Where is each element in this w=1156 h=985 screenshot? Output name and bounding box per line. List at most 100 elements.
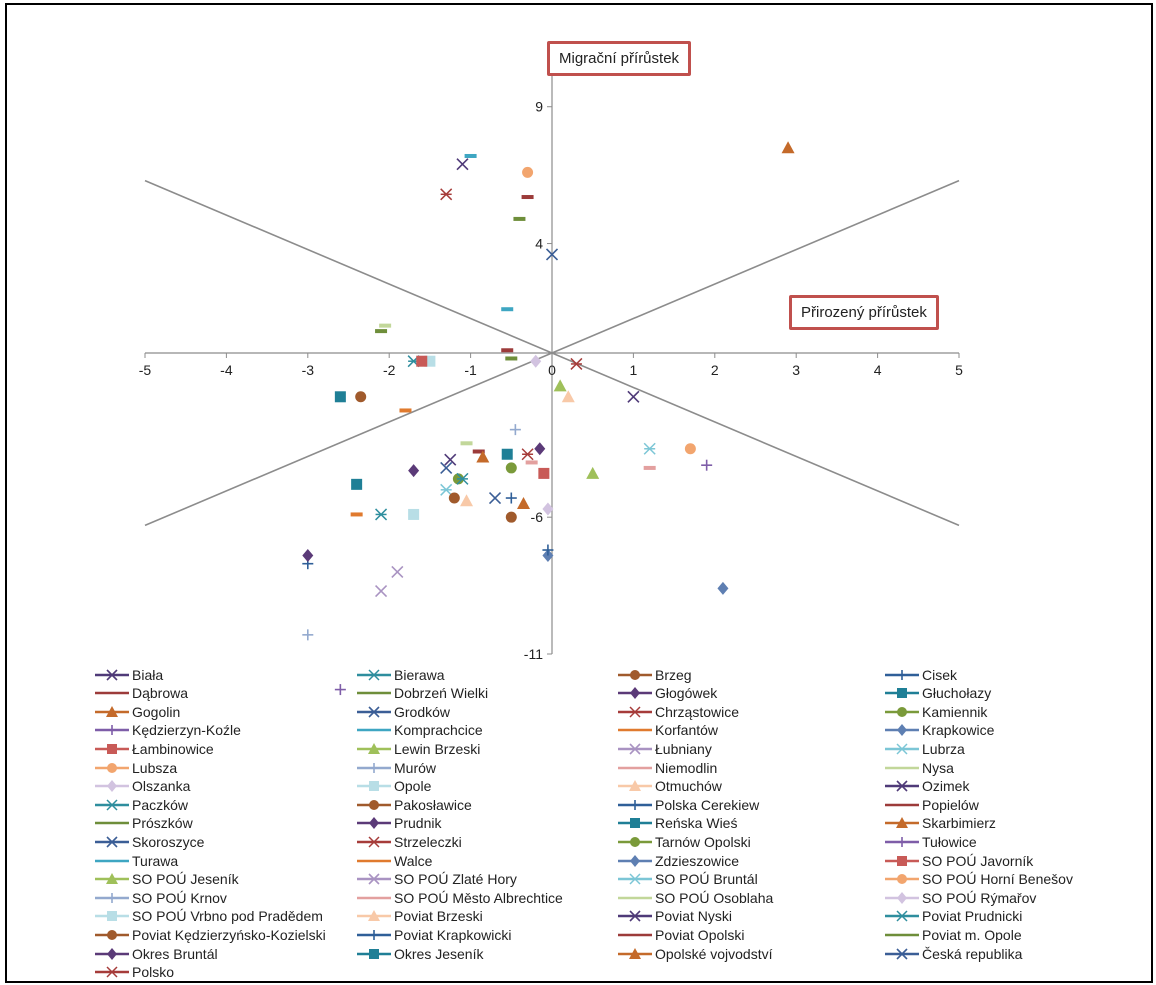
legend-swatch — [618, 766, 652, 769]
legend-item: Łambinowice — [95, 739, 214, 758]
legend-marker — [106, 873, 118, 885]
legend-item: SO POÚ Javorník — [885, 851, 1033, 870]
legend-marker — [107, 929, 117, 940]
x-tick-label: 1 — [630, 362, 638, 378]
legend-item: Lewin Brzeski — [357, 739, 480, 758]
data-point — [351, 478, 363, 490]
legend-marker — [630, 818, 640, 829]
legend-label: Popielów — [922, 796, 979, 813]
legend-swatch — [885, 874, 919, 885]
data-point — [513, 216, 526, 221]
legend-marker — [106, 705, 118, 717]
x-tick-label: 5 — [955, 362, 963, 378]
legend-swatch — [95, 725, 129, 736]
legend-item: Kamiennik — [885, 702, 987, 721]
legend-label: Bierawa — [394, 666, 445, 683]
legend-swatch — [885, 803, 919, 806]
data-point — [542, 502, 554, 516]
legend-marker — [896, 743, 908, 755]
legend-marker — [630, 669, 640, 680]
legend-label: Ozimek — [922, 778, 970, 795]
legend-marker — [368, 910, 380, 922]
legend-label: SO POÚ Krnov — [132, 889, 227, 906]
data-point — [440, 483, 453, 496]
data-point — [501, 448, 513, 460]
legend-item: Bierawa — [357, 665, 445, 684]
legend-label: Poviat Opolski — [655, 926, 745, 943]
legend-swatch — [357, 742, 391, 754]
legend-item: Olszanka — [95, 777, 190, 796]
data-point — [522, 166, 534, 178]
legend-label: Korfantów — [655, 722, 719, 739]
data-points — [302, 141, 795, 696]
legend-marker — [107, 892, 117, 903]
legend-marker — [107, 911, 117, 922]
legend-item: SO POÚ Bruntál — [618, 870, 758, 889]
legend-marker — [106, 668, 118, 681]
legend-label: Łubniany — [655, 740, 712, 757]
legend-item: Lubsza — [95, 758, 177, 777]
legend-swatch — [885, 855, 919, 866]
legend-item: Dobrzeń Wielki — [357, 684, 488, 703]
legend-swatch — [618, 896, 652, 899]
legend-marker — [896, 817, 908, 829]
legend-label: SO POÚ Vrbno pod Pradědem — [132, 908, 323, 925]
legend-marker — [897, 891, 907, 904]
data-point — [456, 158, 469, 171]
legend-item: Kędzierzyn-Koźle — [95, 721, 241, 740]
legend-item: Tułowice — [885, 832, 977, 851]
data-point — [399, 408, 412, 413]
legend-item: Gogolin — [95, 702, 180, 721]
legend-swatch — [885, 724, 919, 737]
legend-swatch — [95, 799, 129, 811]
legend-label: Głogówek — [655, 685, 718, 702]
x-tick-label: 0 — [548, 362, 556, 378]
legend-marker — [369, 929, 379, 940]
legend-item: SO POÚ Horní Benešov — [885, 870, 1073, 889]
data-point — [545, 248, 559, 261]
legend-item: Lubrza — [885, 739, 965, 758]
data-point — [448, 492, 460, 504]
legend-label: Okres Bruntál — [132, 945, 218, 962]
legend-swatch — [618, 669, 652, 680]
legend-item: Opole — [357, 777, 431, 796]
data-point — [302, 629, 314, 641]
legend-marker — [368, 836, 380, 848]
data-point — [534, 442, 546, 456]
legend-marker — [630, 836, 640, 847]
legend-item: Turawa — [95, 851, 178, 870]
data-point — [334, 391, 346, 403]
legend-label: Paczków — [132, 796, 189, 813]
legend-swatch — [618, 836, 652, 847]
data-point — [408, 508, 420, 520]
legend-swatch — [95, 873, 129, 885]
legend-swatch — [618, 910, 652, 922]
data-point — [444, 453, 457, 466]
legend-swatch — [357, 706, 391, 718]
data-point — [355, 391, 367, 403]
legend-swatch — [885, 947, 919, 960]
legend-swatch — [618, 854, 652, 867]
data-point — [586, 466, 600, 479]
legend-marker — [368, 873, 380, 885]
legend-item: Ozimek — [885, 777, 969, 796]
legend-item: SO POÚ Jeseník — [95, 870, 239, 889]
legend-item: Poviat Opolski — [618, 925, 744, 944]
data-point — [501, 348, 514, 353]
legend-marker — [629, 947, 641, 959]
legend-label: SO POÚ Javorník — [922, 852, 1034, 869]
legend-label: SO POÚ Horní Benešov — [922, 871, 1073, 888]
legend-marker — [369, 799, 379, 810]
legend-label: Murów — [394, 759, 437, 776]
legend-item: Brzeg — [618, 665, 692, 684]
x-tick-label: 4 — [874, 362, 882, 378]
legend-marker — [107, 762, 117, 773]
legend-item: Poviat Prudnicki — [885, 907, 1022, 926]
legend-item: SO POÚ Město Albrechtice — [357, 888, 563, 907]
legend-swatch — [95, 966, 129, 978]
legend-swatch — [357, 896, 391, 899]
legend-marker — [897, 706, 907, 717]
legend-marker — [896, 947, 908, 960]
legend-item: Nysa — [885, 758, 954, 777]
legend-marker — [630, 799, 640, 810]
